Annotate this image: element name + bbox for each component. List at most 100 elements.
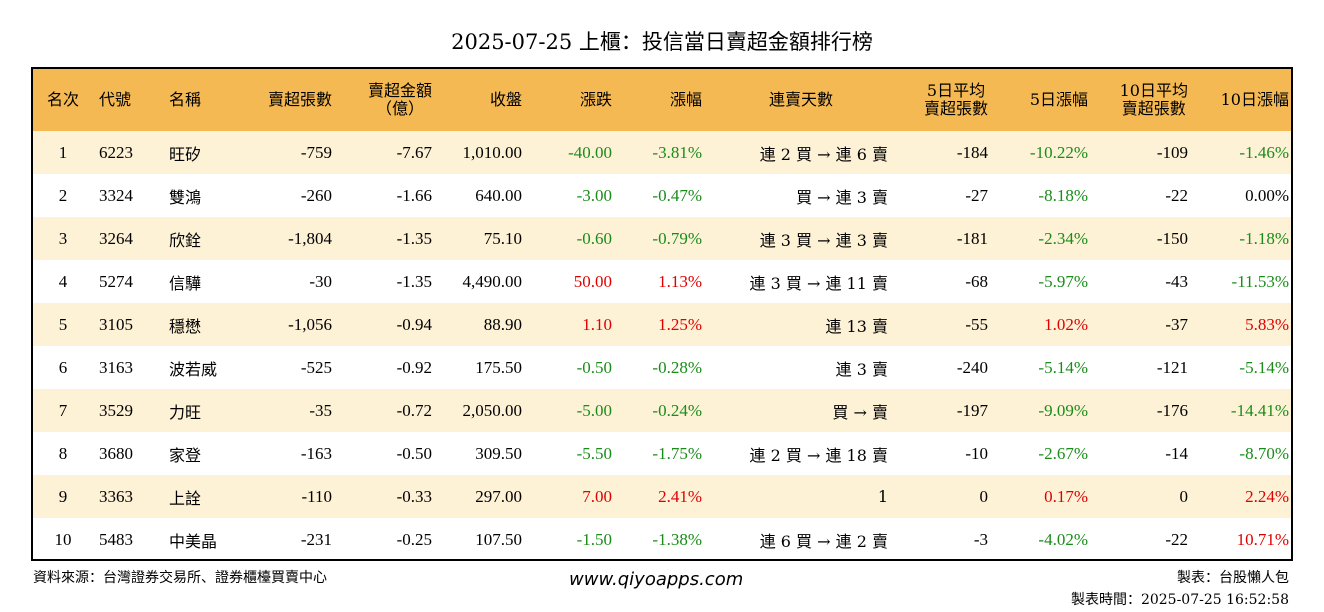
cell-sell-lots: -525	[300, 357, 332, 377]
header-avg10-line1: 10日平均	[1119, 81, 1188, 100]
cell-pct10: 2.24%	[1245, 486, 1289, 506]
cell-avg10: -22	[1165, 529, 1188, 549]
cell-close: 640.00	[475, 185, 522, 205]
cell-code: 5483	[99, 529, 133, 549]
header-sell-amount: 賣超金額 （億）	[338, 69, 438, 131]
cell-close: 309.50	[475, 443, 522, 463]
table-row: 8 3680 家登 -163 -0.50 309.50 -5.50 -1.75% 連 2 買 →…	[33, 432, 1291, 475]
cell-change-pct: -3.81%	[652, 142, 702, 162]
cell-sell-lots: -231	[300, 529, 332, 549]
cell-pct5: -8.18%	[1038, 185, 1088, 205]
table-maker: 製表：台股懶人包	[1177, 570, 1289, 586]
cell-code: 3529	[99, 400, 133, 420]
website-link[interactable]: www.qiyoapps.com	[569, 569, 744, 590]
cell-name: 旺矽	[169, 144, 202, 164]
header-change: 漲跌	[579, 90, 612, 109]
cell-change: 1.10	[582, 314, 612, 334]
cell-close: 1,010.00	[462, 142, 523, 162]
cell-pct10: 5.83%	[1245, 314, 1289, 334]
cell-streak: 連 2 買 → 連 18 賣	[749, 445, 888, 465]
cell-rank: 1	[58, 142, 68, 162]
header-pct10: 10日漲幅	[1220, 90, 1289, 109]
cell-sell-lots: -30	[309, 271, 332, 291]
cell-rank: 10	[54, 529, 72, 549]
header-avg10: 10日平均 賣超張數	[1094, 69, 1194, 131]
cell-avg5: 0	[979, 486, 989, 506]
cell-name: 力旺	[169, 402, 202, 422]
cell-change: -0.50	[576, 357, 612, 377]
cell-amount: -0.33	[396, 486, 432, 506]
data-source: 資料來源：台灣證券交易所、證券櫃檯買賣中心	[33, 570, 327, 586]
cell-code: 5274	[99, 271, 133, 291]
cell-avg10: -43	[1165, 271, 1188, 291]
cell-avg10: -22	[1165, 185, 1188, 205]
cell-amount: -1.35	[396, 271, 432, 291]
cell-avg5: -181	[956, 228, 988, 248]
header-code: 代號	[99, 90, 132, 109]
cell-avg10: -150	[1156, 228, 1188, 248]
header-sell-amount-line2: （億）	[375, 99, 424, 118]
cell-name: 中美晶	[169, 531, 218, 551]
table-row: 10 5483 中美晶 -231 -0.25 107.50 -1.50 -1.38% 連 6 買…	[33, 518, 1291, 559]
cell-close: 107.50	[475, 529, 522, 549]
cell-close: 2,050.00	[462, 400, 523, 420]
cell-change: -0.60	[576, 228, 612, 248]
cell-pct5: 1.02%	[1044, 314, 1088, 334]
cell-amount: -0.94	[396, 314, 432, 334]
cell-name: 雙鴻	[169, 187, 202, 207]
cell-name: 信驊	[169, 273, 202, 293]
cell-avg10: -37	[1165, 314, 1188, 334]
cell-change-pct: -1.75%	[652, 443, 702, 463]
cell-pct5: -10.22%	[1029, 142, 1088, 162]
cell-rank: 8	[58, 443, 68, 463]
cell-pct5: -2.34%	[1038, 228, 1088, 248]
cell-streak: 1	[877, 487, 888, 506]
cell-amount: -0.92	[396, 357, 432, 377]
cell-amount: -0.50	[396, 443, 432, 463]
header-pct5: 5日漲幅	[1029, 90, 1088, 109]
cell-close: 4,490.00	[462, 271, 523, 291]
cell-rank: 6	[58, 357, 68, 377]
cell-streak: 連 3 賣	[835, 359, 888, 379]
header-close: 收盤	[489, 90, 522, 109]
cell-amount: -0.25	[396, 529, 432, 549]
cell-avg5: -3	[973, 529, 988, 549]
cell-sell-lots: -163	[300, 443, 332, 463]
cell-change: 7.00	[582, 486, 612, 506]
cell-change: -5.00	[576, 400, 612, 420]
table-header-row: 名次 代號 名稱 賣超張數 賣超金額 （億） 收盤 漲跌 漲幅 連賣天數 5日平…	[33, 69, 1291, 131]
cell-pct10: 0.00%	[1245, 185, 1289, 205]
header-name: 名稱	[169, 90, 202, 109]
cell-name: 上詮	[169, 488, 202, 508]
cell-sell-lots: -110	[301, 486, 332, 506]
cell-streak: 連 2 買 → 連 6 賣	[759, 144, 888, 164]
table-row: 2 3324 雙鴻 -260 -1.66 640.00 -3.00 -0.47% 買 → 連 3…	[33, 174, 1291, 217]
cell-name: 欣銓	[169, 230, 202, 250]
cell-sell-lots: -759	[300, 142, 332, 162]
cell-rank: 7	[58, 400, 68, 420]
cell-change-pct: 1.25%	[658, 314, 702, 334]
cell-streak: 連 13 賣	[825, 316, 888, 336]
cell-name: 穩懋	[169, 316, 202, 336]
cell-sell-lots: -35	[309, 400, 332, 420]
cell-streak: 連 3 買 → 連 11 賣	[749, 273, 888, 293]
cell-code: 3105	[99, 314, 133, 334]
header-avg5: 5日平均 賣超張數	[894, 69, 994, 131]
cell-pct10: -1.18%	[1239, 228, 1289, 248]
cell-sell-lots: -260	[300, 185, 332, 205]
cell-streak: 買 → 連 3 賣	[796, 187, 888, 207]
cell-avg5: -27	[965, 185, 988, 205]
cell-change-pct: -0.79%	[652, 228, 702, 248]
table-row: 7 3529 力旺 -35 -0.72 2,050.00 -5.00 -0.24% 買 → 賣 -…	[33, 389, 1291, 432]
cell-close: 88.90	[483, 314, 522, 334]
cell-pct5: -2.67%	[1038, 443, 1088, 463]
header-avg10-line2: 賣超張數	[1121, 99, 1186, 118]
ranking-table: 名次 代號 名稱 賣超張數 賣超金額 （億） 收盤 漲跌 漲幅 連賣天數 5日平…	[31, 67, 1293, 561]
cell-code: 3680	[99, 443, 133, 463]
cell-code: 3324	[99, 185, 133, 205]
cell-code: 3264	[99, 228, 133, 248]
table-row: 6 3163 波若威 -525 -0.92 175.50 -0.50 -0.28% 連 3 賣 -…	[33, 346, 1291, 389]
cell-pct10: -11.53%	[1231, 271, 1289, 291]
table-row: 4 5274 信驊 -30 -1.35 4,490.00 50.00 1.13% 連 3 買 →…	[33, 260, 1291, 303]
cell-change: -1.50	[576, 529, 612, 549]
